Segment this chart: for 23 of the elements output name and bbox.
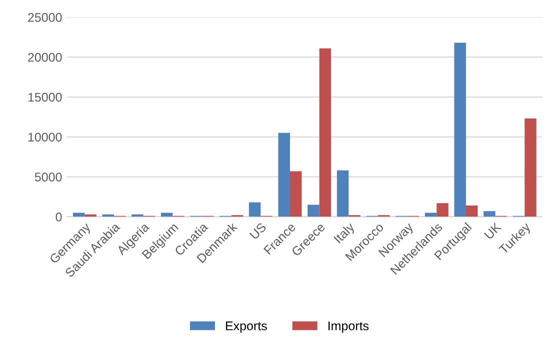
bar [290, 171, 302, 217]
bar [248, 202, 261, 217]
bar [484, 211, 496, 217]
y-tick-label: 25000 [28, 13, 62, 22]
y-tick-label: 10000 [28, 132, 62, 142]
bar [72, 212, 85, 217]
bar [424, 212, 437, 217]
x-tick-label: US [249, 222, 267, 240]
bar [278, 132, 290, 217]
y-tick-label: 20000 [28, 52, 62, 62]
bar [466, 206, 478, 217]
y-tick-label: 0 [56, 212, 62, 222]
bar [436, 203, 448, 217]
legend-label: Exports [226, 322, 267, 333]
y-tick-label: 15000 [28, 92, 62, 102]
bar [160, 212, 173, 217]
bar [308, 204, 320, 217]
bar [524, 118, 536, 217]
bar [336, 170, 349, 217]
bar [454, 42, 466, 217]
y-tick-label: 5000 [34, 172, 62, 182]
bar [319, 48, 332, 217]
legend-label: Imports [328, 322, 369, 333]
